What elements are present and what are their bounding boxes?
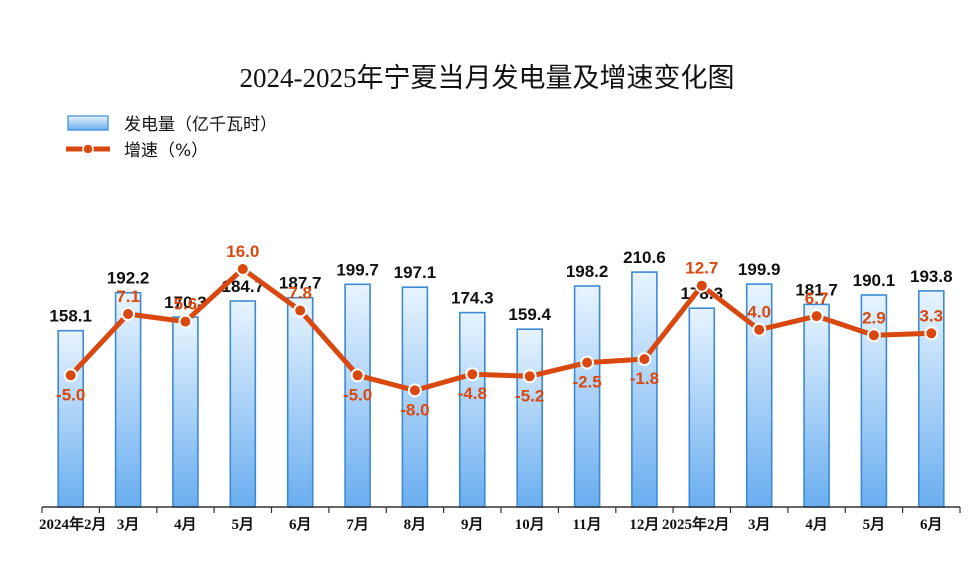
growth-value-label-6: -5.0 — [343, 385, 372, 404]
bar-value-label-14: 181.7 — [795, 280, 838, 299]
x-tick-label-8: 9月 — [461, 516, 484, 533]
growth-value-label-15: 2.9 — [862, 308, 886, 327]
growth-point-9 — [522, 369, 537, 384]
growth-value-label-5: 7.8 — [288, 284, 312, 303]
growth-value-label-13: 4.0 — [747, 303, 771, 322]
legend: 发电量（亿千瓦时） 增速（%） — [66, 115, 277, 161]
bar-value-label-11: 210.6 — [623, 248, 666, 267]
x-tick-label-7: 8月 — [404, 516, 427, 533]
bar-value-label-7: 197.1 — [394, 263, 437, 282]
bar-value-label-2: 192.2 — [107, 269, 150, 288]
growth-value-label-10: -2.5 — [572, 373, 601, 392]
bar-value-label-13: 199.9 — [738, 260, 781, 279]
growth-value-label-9: -5.2 — [515, 386, 544, 405]
growth-point-10 — [580, 355, 595, 370]
x-tick-label-4: 5月 — [232, 516, 255, 533]
growth-point-11 — [637, 352, 652, 367]
bar-value-label-9: 159.4 — [508, 305, 551, 324]
bar-value-label-1: 158.1 — [49, 307, 92, 326]
growth-point-8 — [465, 367, 480, 382]
x-tick-label-15: 5月 — [863, 516, 886, 533]
growth-value-label-4: 16.0 — [226, 242, 259, 261]
growth-point-13 — [752, 322, 767, 337]
x-axis: 2024年2月 3月 4月 5月 6月 7月 8月 9月 10月 11月 12月 2025年2月 3月 4… — [39, 506, 961, 533]
x-tick-label-1: 2024年2月 — [39, 515, 107, 533]
growth-line — [68, 266, 934, 393]
bar-6 — [344, 283, 371, 508]
x-tick-label-3: 4月 — [174, 516, 197, 533]
bar-5 — [286, 296, 314, 508]
bar-2 — [114, 291, 142, 508]
bars-layer — [57, 271, 945, 508]
bar-3 — [172, 316, 199, 508]
growth-value-label-8: -4.8 — [458, 384, 487, 403]
growth-point-4 — [235, 262, 250, 276]
x-tick-label-2: 3月 — [117, 516, 140, 533]
bar-9 — [516, 328, 544, 508]
bar-value-label-8: 174.3 — [451, 289, 494, 308]
legend-marker-swatch — [82, 143, 94, 155]
x-tick-label-9: 10月 — [515, 516, 545, 533]
bar-12 — [688, 307, 716, 508]
growth-value-label-11: -1.8 — [630, 369, 659, 388]
bar-value-label-15: 190.1 — [853, 271, 896, 290]
x-tick-label-12: 2025年2月 — [662, 515, 730, 533]
bar-4 — [229, 300, 257, 508]
growth-value-label-7: -8.0 — [400, 400, 429, 419]
bar-8 — [458, 311, 486, 508]
growth-point-15 — [866, 328, 881, 343]
x-tick-label-14: 4月 — [805, 516, 828, 533]
growth-value-label-2: 7.1 — [116, 287, 140, 306]
bar-value-label-5: 187.7 — [279, 274, 322, 293]
bar-value-label-16: 193.8 — [910, 267, 953, 286]
growth-value-label-16: 3.3 — [919, 306, 943, 325]
legend-bar-swatch — [67, 115, 109, 131]
x-tick-label-16: 6月 — [920, 516, 943, 533]
legend-label-generation: 发电量（亿千瓦时） — [124, 115, 277, 135]
bar-11 — [631, 271, 658, 508]
x-tick-label-11: 12月 — [629, 516, 659, 533]
x-tick-label-6: 7月 — [346, 516, 369, 533]
growth-value-label-3: 5.6 — [174, 295, 198, 314]
growth-point-2 — [121, 307, 136, 321]
growth-value-label-12: 12.7 — [685, 259, 718, 278]
bar-10 — [573, 285, 601, 508]
growth-labels-layer: -5.0 7.1 5.6 16.0 7.8 -5.0 -8.0 -4.8 -5.2 -2.5 -1.… — [56, 242, 943, 419]
bar-value-label-6: 199.7 — [336, 260, 379, 279]
legend-label-growth: 增速（%） — [124, 141, 208, 161]
bar-1 — [57, 329, 85, 508]
growth-point-5 — [293, 303, 308, 318]
x-tick-label-13: 3月 — [748, 516, 771, 533]
x-tick-label-5: 6月 — [289, 516, 312, 533]
growth-value-label-14: 6.7 — [805, 289, 829, 308]
growth-point-12 — [694, 278, 709, 293]
bar-value-label-3: 170.3 — [164, 293, 207, 312]
bar-value-label-10: 198.2 — [566, 262, 609, 281]
growth-point-7 — [407, 383, 422, 398]
growth-point-6 — [350, 368, 365, 383]
growth-point-3 — [178, 314, 193, 329]
growth-point-14 — [809, 309, 824, 324]
chart-title: 2024-2025年宁夏当月发电量及增速变化图 — [240, 63, 735, 93]
x-tick-label-10: 11月 — [573, 516, 602, 533]
growth-value-label-1: -5.0 — [56, 385, 85, 404]
growth-line-layer — [63, 262, 939, 398]
growth-point-1 — [63, 368, 78, 383]
growth-point-16 — [924, 326, 939, 341]
bar-14 — [803, 303, 830, 508]
